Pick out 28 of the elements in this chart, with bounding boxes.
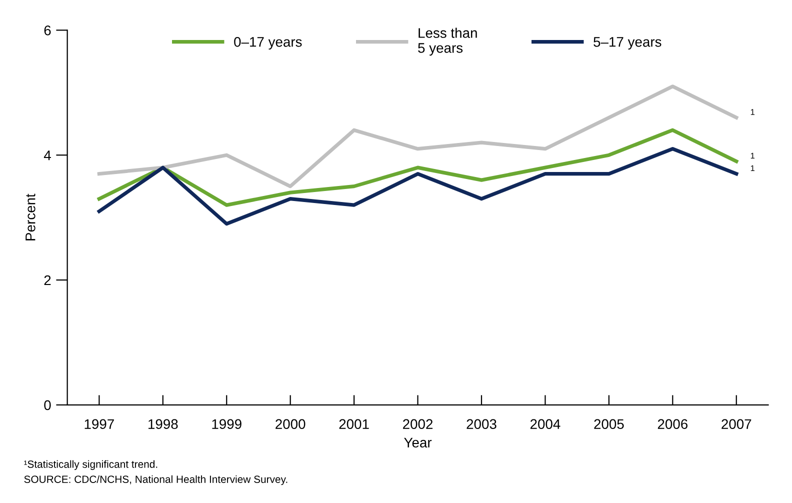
x-tick-label: 2001: [339, 419, 369, 430]
x-tick-label: 2002: [403, 419, 433, 430]
annotation: 1: [750, 165, 754, 172]
annotation: 1: [750, 109, 754, 115]
x-tick-label: 2007: [722, 419, 752, 430]
y-axis-title: Percent: [26, 194, 36, 240]
legend-label: 0–17 years: [234, 36, 302, 50]
line-series: [97, 128, 738, 207]
x-tick-label: 1997: [84, 419, 114, 430]
text: ¹Statistically significant trend.: [24, 460, 158, 470]
line-series: [97, 84, 738, 188]
x-tick-label: 1999: [212, 419, 242, 430]
y-tick-label: 2: [44, 275, 51, 286]
line-series: [97, 147, 738, 226]
source-note: SOURCE: CDC/NCHS, National Health Interview Survey.: [24, 475, 288, 486]
annotation: 1: [750, 152, 754, 159]
x-tick-label: 1998: [148, 419, 178, 430]
x-tick-label: 2004: [530, 419, 560, 430]
x-tick-label: 2006: [658, 419, 688, 430]
x-tick-label: 2003: [466, 419, 496, 430]
y-tick-label: 0: [44, 400, 51, 410]
y-tick-label: 6: [44, 26, 51, 36]
x-axis-title: Year: [404, 438, 432, 448]
x-tick-label: 2005: [594, 419, 624, 430]
y-tick-label: 4: [44, 150, 51, 160]
legend-label: 5–17 years: [594, 37, 662, 50]
x-tick-label: 2000: [276, 419, 306, 430]
legend-label: Less than 5 years: [418, 28, 477, 56]
